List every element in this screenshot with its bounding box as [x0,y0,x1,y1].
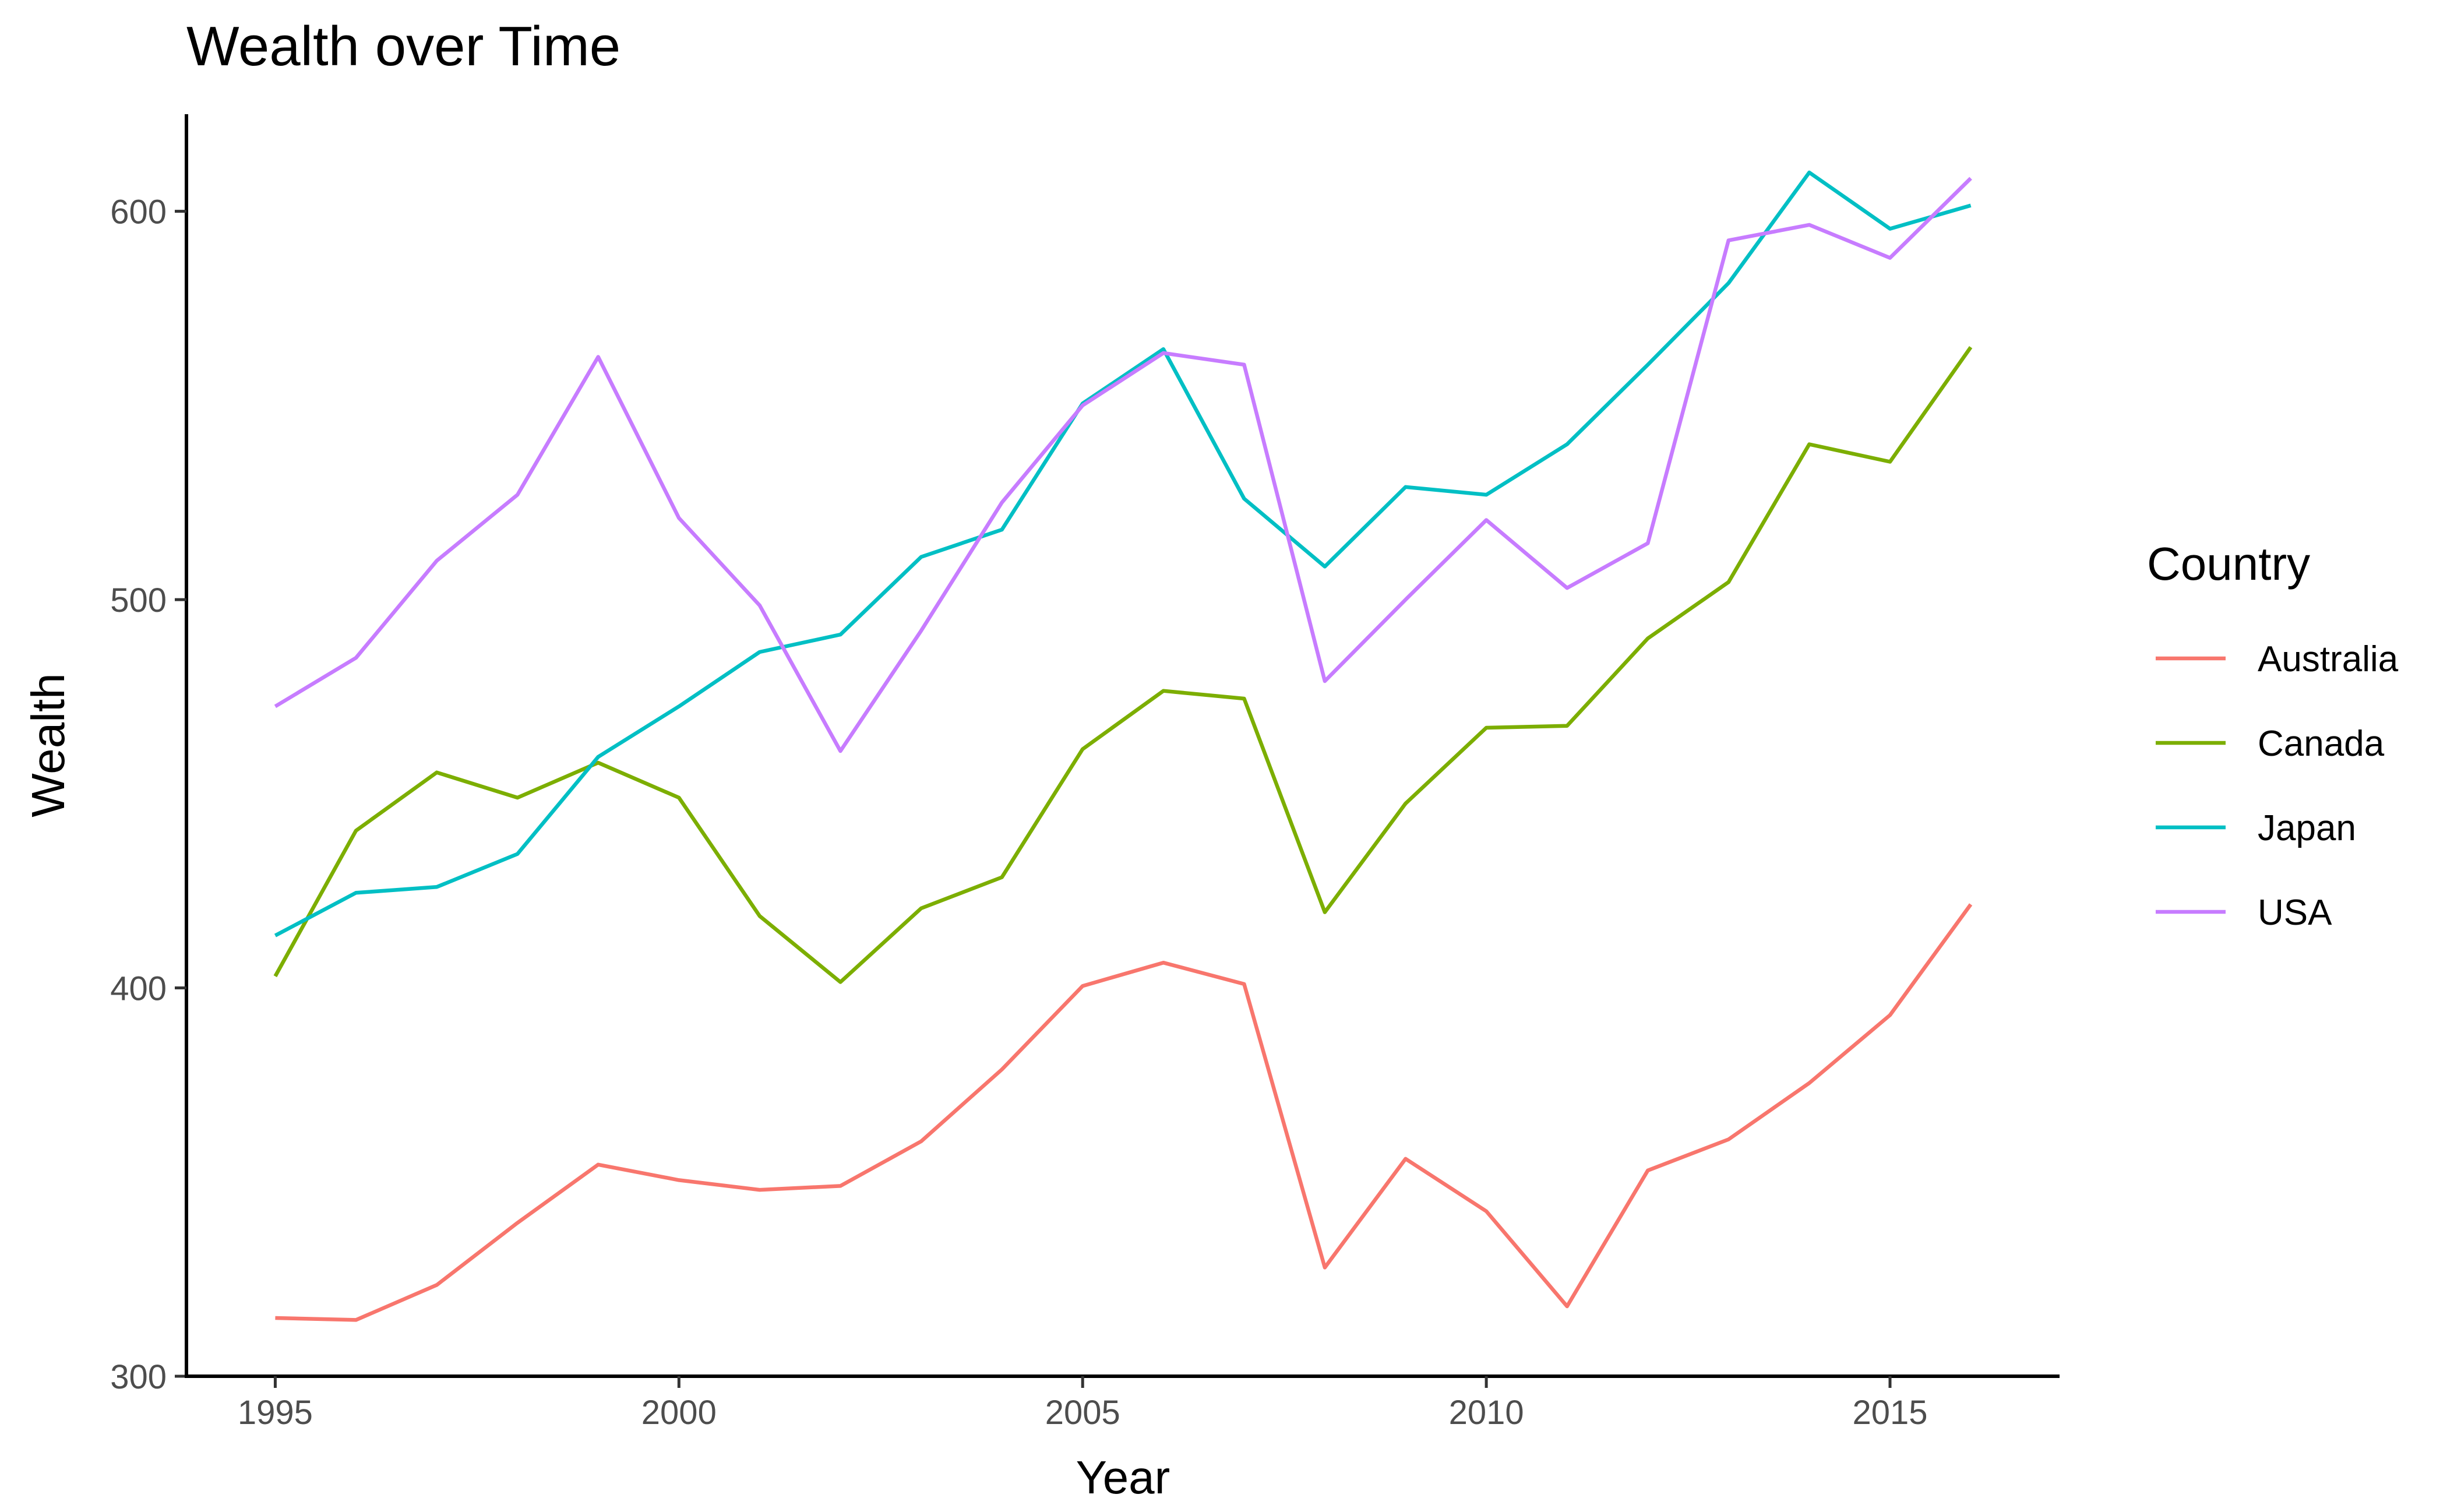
x-tick-label: 2010 [1449,1394,1524,1432]
legend-label-australia: Australia [2258,639,2399,679]
plot-area [273,170,1973,1322]
y-tick-label: 600 [110,193,167,231]
x-tick-label: 2005 [1045,1394,1120,1432]
y-axis: 300 400 500 600 [110,114,188,1396]
x-axis-title: Year [1076,1451,1170,1503]
series-line-australia [275,903,1973,1322]
x-tick-label: 1995 [238,1394,313,1432]
series-line-usa [274,177,1972,753]
chart-title: Wealth over Time [186,15,620,77]
legend-label-japan: Japan [2258,808,2356,848]
y-tick-label: 300 [110,1358,167,1396]
y-tick-label: 500 [110,581,167,619]
legend-label-usa: USA [2258,893,2332,933]
legend-label-canada: Canada [2258,724,2385,764]
y-axis-title: Wealth [22,673,74,817]
legend-title: Country [2147,538,2310,590]
y-tick-label: 400 [110,970,167,1008]
legend: Country Australia Canada Japan USA [2147,538,2399,933]
x-tick-label: 2015 [1852,1394,1927,1432]
x-tick-label: 2000 [641,1394,717,1432]
series-line-japan [274,170,1972,937]
series-line-canada [273,346,1973,984]
x-axis: 1995 2000 2005 2010 2015 [185,1374,2060,1432]
